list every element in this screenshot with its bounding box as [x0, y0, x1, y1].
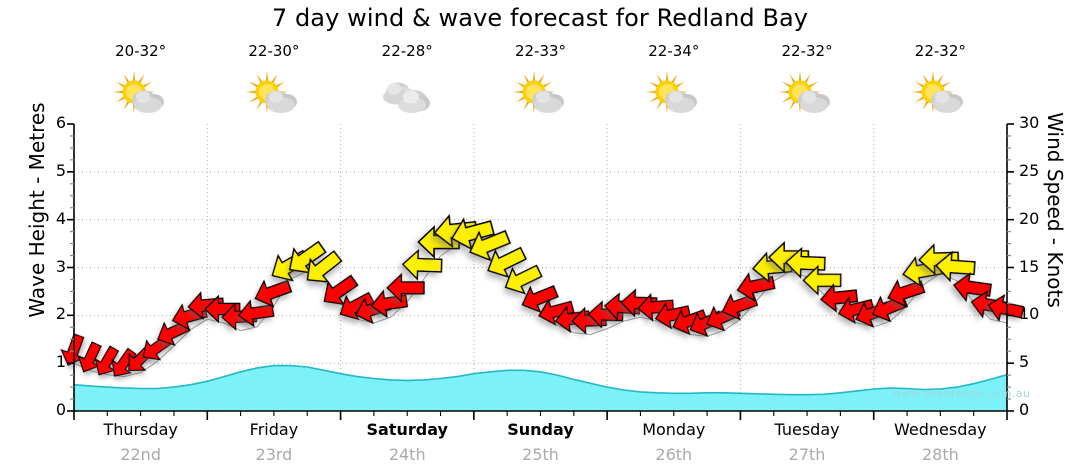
day-name: Sunday	[507, 420, 574, 439]
day-date: 27th	[788, 445, 826, 464]
wind-arrow	[77, 341, 102, 373]
day-date: 26th	[655, 445, 693, 464]
day-date: 25th	[522, 445, 559, 464]
wind-arrow	[157, 319, 191, 347]
temperature-range: 22-32°	[781, 42, 833, 60]
wind-arrow	[288, 240, 327, 274]
wind-arrow	[487, 246, 527, 279]
wind-arrow	[784, 246, 826, 279]
wind-arrow	[401, 248, 443, 281]
sun-cloud-icon	[481, 70, 601, 122]
sun-cloud-icon	[880, 70, 1000, 122]
right-axis-tick-label: 0	[1019, 400, 1030, 419]
wind-arrow	[94, 345, 120, 376]
wind-arrow	[254, 279, 293, 308]
sun-cloud-icon	[512, 71, 564, 113]
wind-arrow-group	[60, 213, 1025, 377]
right-axis-tick-label: 20	[1019, 208, 1040, 228]
wind-arrow	[323, 274, 359, 306]
day-date: 23rd	[255, 445, 293, 464]
wind-arrow	[417, 225, 460, 259]
wind-arrow	[450, 217, 495, 251]
wind-arrow	[386, 272, 425, 304]
wind-arrow	[60, 333, 85, 367]
wave-height-area	[74, 365, 1007, 411]
wind-arrow	[802, 264, 842, 296]
cloud-icon	[347, 70, 467, 122]
wind-arrow	[571, 306, 607, 335]
right-axis-tick-label: 15	[1019, 256, 1040, 276]
right-axis-tick-label: 5	[1019, 352, 1030, 372]
day-name: Friday	[249, 420, 299, 439]
wind-arrow	[237, 299, 275, 328]
wind-arrow	[736, 272, 776, 302]
right-axis-tick-label: 30	[1019, 113, 1040, 132]
sun-cloud-icon	[614, 70, 734, 122]
right-axis-tick-label: 10	[1019, 304, 1040, 324]
right-axis-tick-label: 25	[1019, 160, 1040, 180]
left-axis-tick-label: 1	[55, 352, 66, 372]
wind-arrow	[504, 264, 543, 295]
temperature-range: 22-34°	[648, 42, 700, 60]
sun-cloud-icon	[245, 71, 297, 113]
page-title: 7 day wind & wave forecast for Redland B…	[271, 4, 809, 32]
sun-cloud-icon	[214, 70, 334, 122]
day-name: Saturday	[366, 420, 448, 439]
sun-cloud-icon	[645, 71, 697, 113]
day-name: Wednesday	[894, 420, 987, 439]
sun-cloud-icon	[112, 71, 164, 113]
wind-arrow	[587, 300, 624, 329]
sun-cloud-icon	[747, 70, 867, 122]
day-date: 28th	[921, 445, 959, 464]
wind-arrow	[819, 283, 859, 313]
temperature-range: 22-30°	[248, 42, 300, 60]
sun-cloud-icon	[81, 70, 201, 122]
temperature-range: 22-28°	[381, 42, 433, 60]
wind-arrow	[306, 250, 343, 283]
left-axis-tick-label: 4	[55, 208, 66, 228]
wave-height-line	[73, 364, 1008, 396]
left-axis-tick-label: 2	[55, 304, 66, 324]
left-axis-tick-label: 3	[55, 256, 66, 276]
left-axis-tick-label: 0	[55, 400, 66, 419]
watermark: www.seabreeze.com.au	[892, 387, 1031, 400]
wind-arrow	[987, 293, 1025, 323]
temperature-range: 20-32°	[115, 42, 167, 60]
sun-cloud-icon	[779, 71, 831, 113]
day-date: 22nd	[120, 445, 161, 464]
temperature-range: 22-32°	[914, 42, 966, 60]
temperature-range: 22-33°	[514, 42, 567, 60]
day-name: Thursday	[103, 420, 178, 439]
wind-arrow	[469, 229, 512, 262]
day-name: Tuesday	[774, 420, 840, 439]
day-date: 24th	[388, 445, 426, 464]
wind-arrow	[721, 293, 759, 321]
wind-arrow	[521, 285, 559, 314]
left-axis-tick-label: 6	[55, 113, 66, 132]
sun-cloud-icon	[912, 71, 964, 113]
day-name: Monday	[642, 420, 706, 439]
cloud-icon	[383, 82, 431, 113]
left-axis-tick-label: 5	[55, 160, 66, 180]
wind-arrow	[887, 279, 926, 308]
